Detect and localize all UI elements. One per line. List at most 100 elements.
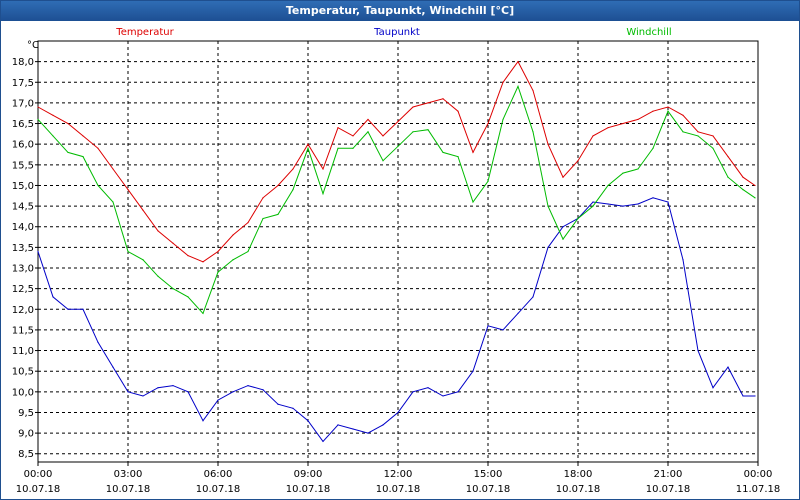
data-point-temperatur [292,168,294,170]
data-point-windchill [262,217,264,220]
data-point-taupunkt [487,325,489,327]
data-point-temperatur [382,135,384,137]
data-point-windchill [127,250,129,253]
x-tick-date: 10.07.18 [286,484,331,495]
y-tick-label: 16,0 [12,140,34,151]
data-point-windchill [742,188,744,191]
data-point-windchill [652,147,654,149]
x-tick-time: 21:00 [654,469,683,480]
data-point-taupunkt [157,387,159,389]
data-point-temperatur [532,89,534,92]
y-tick-label: 10,0 [12,387,34,398]
data-point-taupunkt [247,385,249,387]
data-point-temperatur [352,135,354,137]
data-point-taupunkt [682,259,684,261]
data-point-taupunkt [307,420,309,422]
data-point-taupunkt [622,205,624,207]
data-point-taupunkt [112,366,114,368]
data-point-temperatur [337,127,339,129]
y-tick-label: 15,0 [12,181,34,192]
y-tick-label: 14,5 [12,202,34,213]
data-point-windchill [412,131,414,133]
data-point-taupunkt [202,420,204,422]
data-point-windchill [472,201,474,203]
data-point-taupunkt [367,432,369,434]
chart-title: Temperatur, Taupunkt, Windchill [°C] [1,1,799,21]
x-axis: 00:00 10.07.18 03:00 10.07.18 06:00 10.07.18 0… [16,462,781,495]
y-tick-label: 18,0 [12,57,34,68]
data-point-temperatur [232,234,234,236]
data-point-taupunkt [712,387,714,389]
x-tick-time: 00:00 [744,469,773,480]
data-point-windchill [427,129,429,131]
data-point-windchill [82,155,84,158]
data-point-temperatur [172,242,174,244]
data-point-windchill [697,135,699,137]
data-point-temperatur [637,118,639,121]
data-point-temperatur [67,122,69,125]
x-tick-time: 12:00 [384,469,413,480]
data-point-windchill [232,259,234,261]
y-tick-label: 14,0 [12,222,34,233]
y-axis: 8,5 9,0 9,5 10,0 10,5 11,0 11,5 12,0 12,5 13,0 13,… [12,57,38,460]
data-point-temperatur [367,118,369,121]
data-point-taupunkt [262,389,264,391]
data-point-windchill [97,184,99,187]
data-point-temperatur [97,147,99,149]
data-point-temperatur [442,98,444,100]
data-point-windchill [367,131,369,133]
data-point-taupunkt [607,203,609,205]
data-point-taupunkt [217,399,219,401]
data-point-taupunkt [277,403,279,405]
x-tick-date: 11.07.18 [736,484,781,495]
data-point-taupunkt [337,424,339,426]
y-tick-label: 10,5 [12,367,34,378]
data-point-temperatur [412,106,414,108]
data-point-windchill [37,118,39,121]
data-point-temperatur [112,168,114,170]
data-point-temperatur [457,110,459,112]
data-point-taupunkt [517,312,519,315]
data-point-taupunkt [172,385,174,387]
data-point-temperatur [157,230,159,232]
data-point-taupunkt [82,308,84,310]
data-point-taupunkt [442,395,444,397]
data-point-windchill [337,147,339,149]
data-point-windchill [442,151,444,154]
data-point-windchill [517,85,519,88]
data-point-taupunkt [562,226,564,228]
y-tick-label: 11,0 [12,346,34,357]
data-point-windchill [382,160,384,162]
data-point-taupunkt [397,411,399,414]
data-point-taupunkt [697,349,699,352]
data-point-taupunkt [67,308,69,310]
data-point-windchill [727,176,729,178]
data-point-windchill [562,238,564,240]
data-point-temperatur [547,143,549,145]
data-point-temperatur [577,160,579,162]
y-tick-label: 13,5 [12,243,34,254]
data-point-taupunkt [52,296,54,298]
data-point-temperatur [472,151,474,154]
data-point-windchill [712,147,714,149]
data-point-temperatur [322,168,324,170]
data-point-temperatur [562,176,564,178]
data-point-taupunkt [97,341,99,343]
data-point-windchill [607,184,609,187]
data-point-temperatur [397,120,399,123]
data-point-windchill [502,118,504,121]
x-tick-date: 10.07.18 [556,484,601,495]
data-point-temperatur [727,155,729,158]
y-tick-label: 17,0 [12,98,34,109]
data-point-windchill [52,135,54,137]
y-tick-label: 8,5 [18,449,34,460]
data-point-taupunkt [532,296,534,298]
data-point-taupunkt [547,246,549,248]
y-tick-label: 11,5 [12,325,34,336]
data-point-temperatur [754,184,756,187]
data-point-windchill [754,197,756,199]
y-axis-label: °C [27,40,39,51]
x-tick-date: 10.07.18 [466,484,511,495]
legend: Temperatur Taupunkt Windchill [115,27,671,38]
